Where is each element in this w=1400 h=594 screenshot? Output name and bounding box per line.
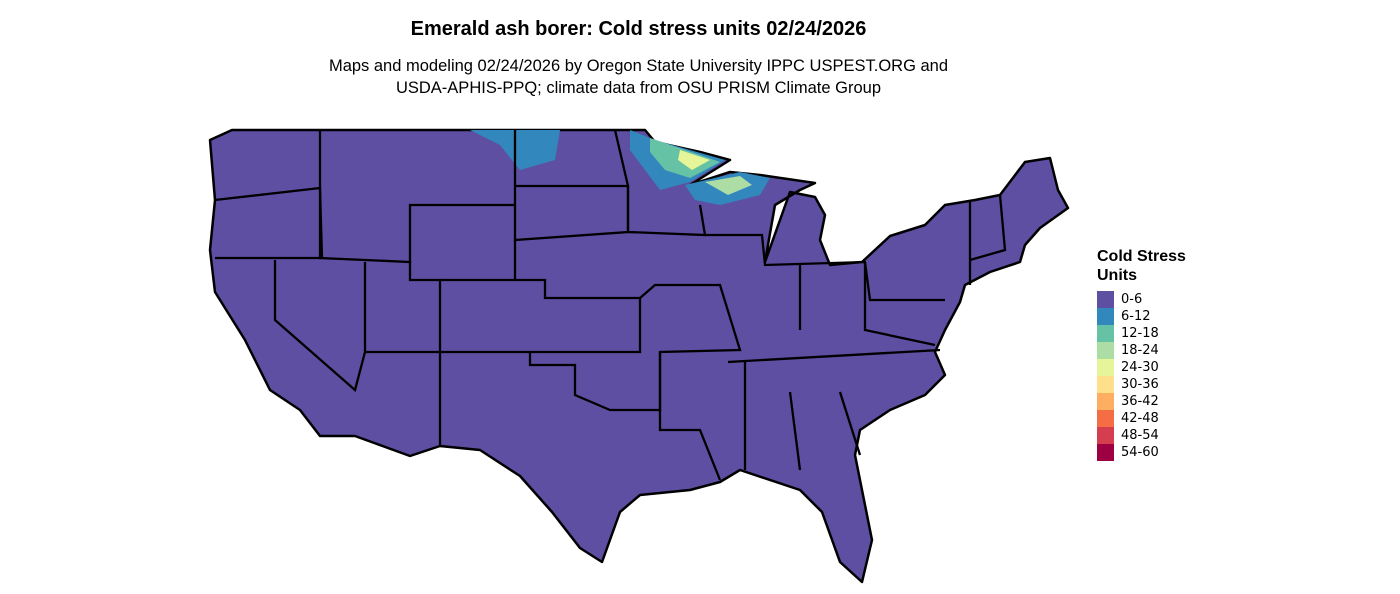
- legend-title-line-1: Cold Stress: [1097, 248, 1186, 265]
- legend-label: 0-6: [1121, 292, 1143, 307]
- state-border: [613, 129, 707, 237]
- legend-title-line-2: Units: [1097, 267, 1137, 284]
- legend-label: 18-24: [1121, 343, 1159, 358]
- legend-title: Cold Stress Units: [1097, 247, 1186, 285]
- stress-zone-wisconsin-high: [705, 176, 752, 195]
- map-title: Emerald ash borer: Cold stress units 02/…: [410, 18, 867, 40]
- legend-swatch: [1097, 291, 1114, 308]
- legend-items: 0-6 6-12 12-18 18-24 24-30 30-36 36-42 42-48 48-…: [1097, 291, 1186, 461]
- stress-zone-minnesota-peak: [678, 150, 710, 170]
- legend-label: 42-48: [1121, 411, 1159, 426]
- state-borders: [214, 129, 1007, 481]
- map-subtitle: Maps and modeling 02/24/2026 by Oregon S…: [0, 55, 1277, 99]
- legend-swatch: [1097, 359, 1114, 376]
- legend-swatch: [1097, 410, 1114, 427]
- legend-item: 12-18: [1097, 325, 1186, 342]
- legend-item: 54-60: [1097, 444, 1186, 461]
- legend-item: 30-36: [1097, 376, 1186, 393]
- legend-label: 12-18: [1121, 326, 1159, 341]
- legend-swatch: [1097, 342, 1114, 359]
- legend-label: 6-12: [1121, 309, 1151, 324]
- legend-label: 48-54: [1121, 428, 1159, 443]
- state-border: [318, 130, 517, 264]
- legend-item: 48-54: [1097, 427, 1186, 444]
- state-border: [798, 262, 936, 347]
- legend-label: 30-36: [1121, 377, 1159, 392]
- legend-label: 54-60: [1121, 445, 1159, 460]
- state-border: [727, 348, 941, 364]
- legend-label: 24-30: [1121, 360, 1159, 375]
- state-border: [743, 362, 862, 471]
- legend-item: 42-48: [1097, 410, 1186, 427]
- legend-item: 24-30: [1097, 359, 1186, 376]
- state-border: [273, 260, 367, 393]
- state-border: [968, 194, 1007, 285]
- conus-outline: [208, 128, 1070, 584]
- legend-swatch: [1097, 427, 1114, 444]
- subtitle-line-2: USDA-APHIS-PPQ; climate data from OSU PR…: [395, 79, 882, 97]
- legend-swatch: [1097, 444, 1114, 461]
- legend-label: 36-42: [1121, 394, 1159, 409]
- legend-swatch: [1097, 376, 1114, 393]
- legend-item: 18-24: [1097, 342, 1186, 359]
- legend: Cold Stress Units 0-6 6-12 12-18 18-24 24-30…: [1097, 247, 1186, 461]
- legend-item: 6-12: [1097, 308, 1186, 325]
- legend-item: 0-6: [1097, 291, 1186, 308]
- state-border: [705, 233, 945, 302]
- legend-item: 36-42: [1097, 393, 1186, 410]
- subtitle-line-1: Maps and modeling 02/24/2026 by Oregon S…: [328, 57, 949, 75]
- legend-swatch: [1097, 308, 1114, 325]
- state-border: [639, 283, 742, 481]
- legend-swatch: [1097, 325, 1114, 342]
- legend-swatch: [1097, 393, 1114, 410]
